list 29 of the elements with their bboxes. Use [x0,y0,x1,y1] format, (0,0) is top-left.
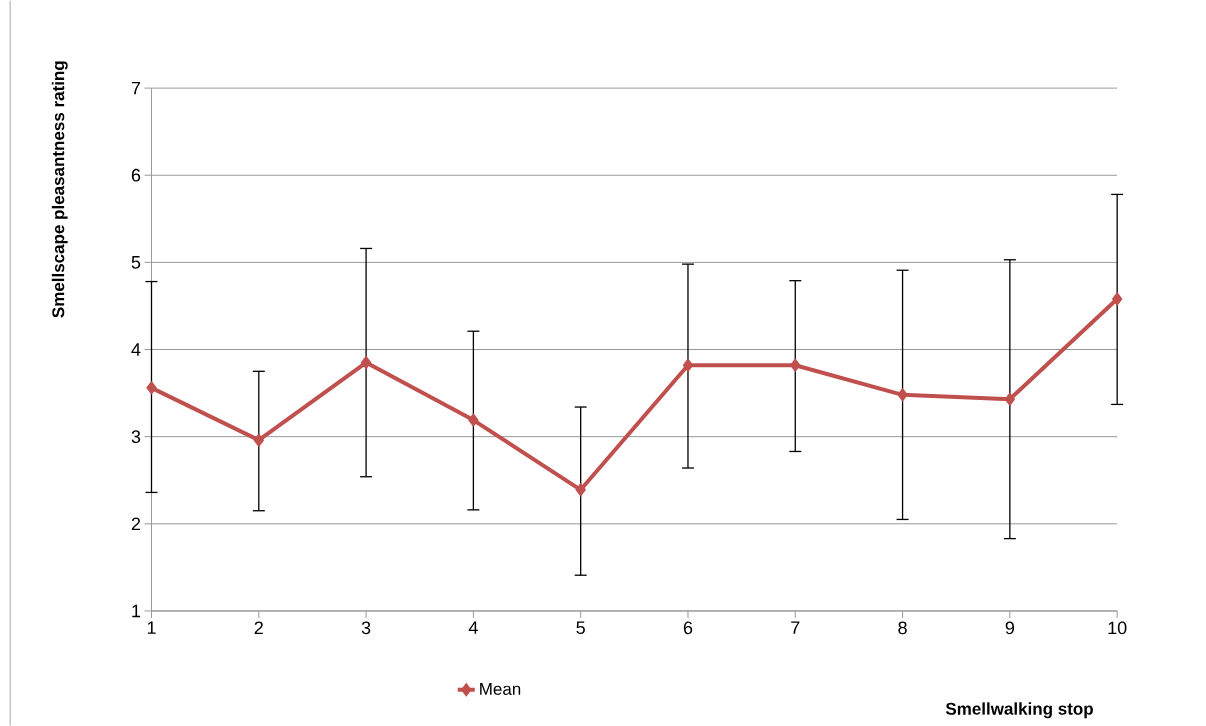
x-tick-label: 1 [147,621,156,634]
point [897,387,908,402]
point [789,358,801,373]
y-tick-label: 5 [131,256,141,269]
x-tick-label: 4 [468,621,478,634]
x-tick-label: 3 [361,621,371,635]
point [1111,291,1123,306]
point [146,380,157,395]
y-tick-label: 3 [131,430,141,443]
point [575,482,586,497]
x-tick-label: 8 [898,621,907,635]
y-tick-label: 1 [132,604,141,618]
y-tick-label: 4 [131,343,141,356]
y-tick-label: 7 [131,81,141,95]
x-tick-label: 9 [1005,621,1015,635]
x-axis-title: Smellwalking stop [945,702,1093,719]
point [253,433,265,448]
point [682,358,694,373]
x-tick-label: 5 [576,621,585,634]
x-tick-label: 2 [254,621,263,634]
x-tick-label: 10 [1108,621,1127,635]
y-axis-title: Smellscape pleasantness rating [51,61,68,318]
x-tick-label: 7 [791,621,800,634]
y-tick-label: 6 [131,168,141,182]
legend-label: Mean [480,683,521,695]
point [360,355,372,370]
point [1004,392,1016,407]
x-tick-label: 6 [683,621,693,635]
y-tick-label: 2 [131,517,141,530]
